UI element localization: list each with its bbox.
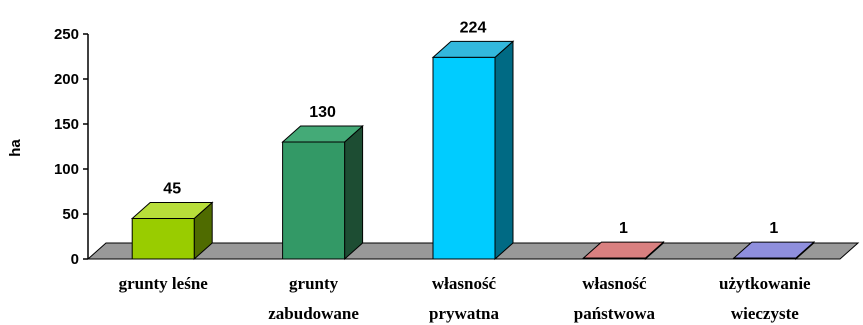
label-layer: 45 grunty leśne 130 grunty zabudowane 224 włas…	[119, 19, 811, 323]
x-tick-label-line: zabudowane	[268, 304, 359, 323]
y-tick-label: 200	[54, 71, 79, 88]
x-tick-label-line: prywatna	[429, 304, 499, 323]
x-tick-label: grunty zabudowane	[268, 274, 359, 323]
y-tick-label: 0	[71, 251, 79, 268]
x-tick-label-line: własność	[432, 274, 497, 293]
bar-side	[344, 124, 364, 261]
bar	[431, 40, 515, 261]
x-tick-label-line: grunty	[289, 274, 339, 293]
data-label: 224	[460, 19, 487, 36]
data-label: 1	[769, 220, 778, 237]
x-tick-label-line: państwowa	[574, 304, 656, 323]
data-label: 1	[619, 220, 628, 237]
bar-front	[733, 257, 797, 260]
bar	[732, 240, 816, 261]
bar-front	[282, 141, 346, 260]
bar-front	[131, 218, 195, 260]
data-label: 130	[309, 104, 336, 121]
x-tick-label: grunty leśne	[119, 274, 209, 293]
y-tick-label: 150	[54, 116, 79, 133]
bar	[281, 124, 364, 261]
y-tick-label: 100	[54, 161, 79, 178]
bar-front	[432, 56, 496, 260]
x-tick-label-line: własność	[582, 274, 647, 293]
bar-side	[494, 40, 514, 261]
y-tick-label: 50	[62, 206, 79, 223]
x-tick-label: użytkowanie wieczyste	[719, 274, 811, 323]
y-axis-title: ha	[7, 139, 24, 157]
bar-front	[582, 257, 646, 260]
data-label: 45	[163, 181, 181, 198]
x-tick-label-line: wieczyste	[731, 304, 799, 323]
bar	[130, 201, 214, 261]
x-tick-label-line: grunty leśne	[119, 274, 209, 293]
x-tick-label: własność prywatna	[429, 274, 499, 323]
x-tick-label: własność państwowa	[574, 274, 656, 323]
x-tick-label-line: użytkowanie	[719, 274, 811, 293]
bar	[582, 240, 665, 261]
chart-axes: 0 50 100 150 200 250	[54, 26, 89, 268]
y-tick-label: 250	[54, 26, 79, 43]
bar-series	[130, 40, 816, 261]
